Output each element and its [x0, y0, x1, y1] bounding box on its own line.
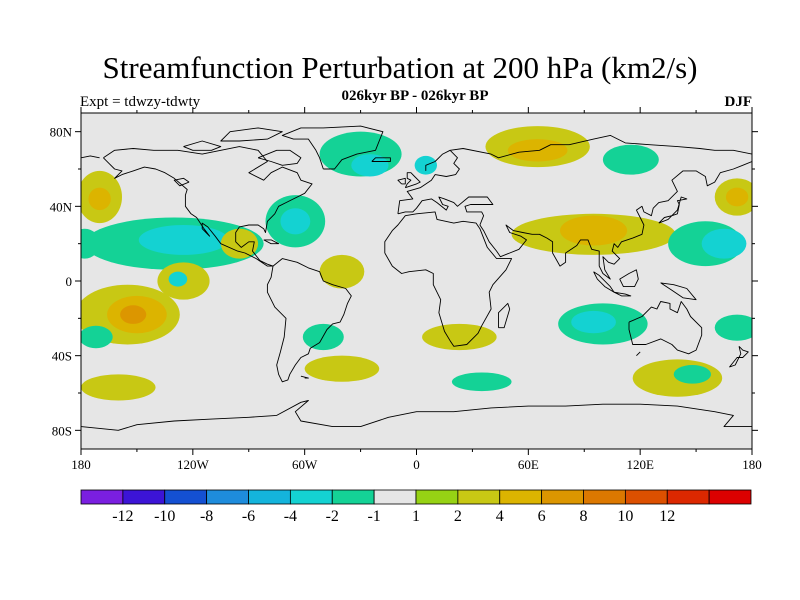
coastline	[397, 161, 752, 280]
coastline	[498, 302, 511, 329]
coastline	[425, 149, 451, 171]
colorbar-swatch	[80, 489, 124, 505]
lon-tick-label: 60W	[292, 457, 318, 472]
anomaly-layer	[81, 126, 752, 401]
coastline	[628, 301, 703, 355]
coastline	[371, 157, 391, 162]
coastline	[281, 125, 384, 170]
anomaly-region	[138, 225, 229, 255]
colorbar-swatch	[248, 489, 291, 505]
colorbar-label: 1	[412, 508, 420, 525]
colorbar-swatch	[122, 489, 166, 505]
lat-tick-label: 80S	[52, 423, 72, 438]
anomaly-region	[88, 187, 111, 211]
coastline	[81, 400, 752, 431]
anomaly-region	[673, 365, 711, 384]
coastline	[619, 269, 639, 288]
colorbar-swatch	[624, 489, 668, 505]
colorbar-label: -12	[112, 508, 133, 525]
anomaly-region	[602, 144, 659, 175]
colorbar-swatch	[373, 489, 417, 505]
coastline-layer	[81, 125, 752, 431]
figure-title: Streamfunction Perturbation at 200 hPa (…	[102, 50, 698, 85]
colorbar-label: 4	[496, 508, 504, 525]
coastline	[636, 351, 641, 357]
coastline	[300, 375, 309, 379]
colorbar-swatch	[499, 489, 543, 505]
lon-tick-label: 0	[413, 457, 420, 472]
anomaly-region	[451, 372, 512, 392]
coastline	[397, 177, 406, 185]
coastline	[658, 196, 688, 224]
figure-subtitle: 026kyr BP - 026kyr BP	[341, 88, 489, 104]
experiment-label: Expt = tdwzy-tdwty	[80, 94, 201, 110]
anomaly-region	[422, 323, 497, 351]
coastline	[220, 127, 283, 142]
colorbar: -12 -10 -8 -6 -4 -2 -1 1 2 4 6 8 10 12	[80, 489, 752, 525]
coastline	[183, 140, 222, 151]
colorbar-label: -1	[367, 508, 380, 525]
anomaly-region	[81, 228, 100, 259]
anomaly-region	[168, 271, 188, 287]
colorbar-label: 2	[454, 508, 462, 525]
colorbar-label: 8	[580, 508, 588, 525]
colorbar-label: -4	[284, 508, 297, 525]
season-label: DJF	[724, 94, 753, 110]
colorbar-swatch	[583, 489, 626, 505]
colorbar-label: -2	[326, 508, 339, 525]
coastline	[384, 211, 513, 347]
coastline	[397, 134, 752, 214]
coastline	[660, 282, 697, 301]
anomaly-region	[302, 323, 344, 351]
lat-tick-label: 0	[66, 274, 73, 289]
anomaly-region	[304, 355, 380, 382]
axis-ticks: 180 120W 60W 0 60E 120E 180 80N 40N 0 40S 80S	[50, 107, 762, 472]
lat-tick-label: 40S	[52, 349, 72, 364]
anomaly-region	[714, 314, 752, 341]
anomaly-region	[81, 325, 113, 349]
coastline	[613, 291, 632, 297]
coastline	[81, 155, 100, 159]
anomaly-region	[725, 187, 749, 207]
colorbar-label: 12	[659, 508, 675, 525]
coastline	[263, 239, 280, 245]
lon-tick-label: 120W	[177, 457, 210, 472]
anomaly-region	[280, 208, 311, 235]
coastline	[257, 149, 302, 166]
colorbar-swatch	[457, 489, 501, 505]
anomaly-region	[120, 305, 147, 324]
colorbar-swatch	[415, 489, 459, 505]
anomaly-region	[81, 374, 156, 401]
lat-tick-label: 40N	[50, 199, 73, 214]
colorbar-swatch	[164, 489, 208, 505]
coastline	[729, 345, 749, 368]
colorbar-swatch	[666, 489, 710, 505]
colorbar-label: -6	[242, 508, 255, 525]
colorbar-label: -10	[154, 508, 175, 525]
anomaly-region	[220, 228, 259, 259]
colorbar-swatch	[289, 489, 333, 505]
anomaly-region	[560, 215, 628, 246]
lon-tick-label: 120E	[626, 457, 654, 472]
lon-tick-label: 60E	[518, 457, 539, 472]
coastline	[103, 146, 313, 267]
colorbar-swatch	[541, 489, 584, 505]
colorbar-label: 6	[538, 508, 546, 525]
anomaly-region	[701, 228, 747, 259]
colorbar-swatch	[331, 489, 375, 505]
coastline	[173, 177, 190, 187]
colorbar-swatch	[206, 489, 249, 505]
coastline	[266, 258, 352, 383]
lon-tick-label: 180	[742, 457, 762, 472]
anomaly-region	[319, 254, 365, 289]
colorbar-label: -8	[200, 508, 213, 525]
anomaly-region	[351, 154, 389, 177]
anomaly-region	[571, 310, 616, 334]
lat-tick-label: 80N	[50, 125, 73, 140]
lon-tick-label: 180	[71, 457, 91, 472]
colorbar-swatch	[708, 489, 752, 505]
colorbar-label: 10	[617, 508, 633, 525]
coastline	[404, 172, 421, 189]
